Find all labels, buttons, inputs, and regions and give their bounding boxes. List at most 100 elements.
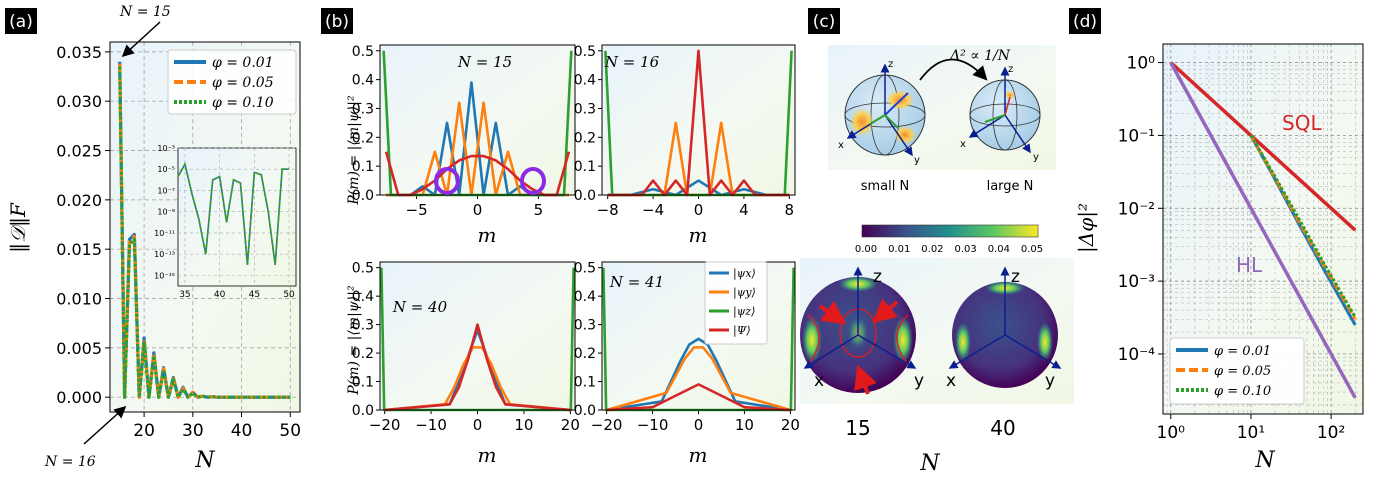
colorbar (861, 224, 1039, 238)
colorbar-tick-label: 0.03 (954, 244, 976, 255)
x-tick-label: 10⁰ (1157, 423, 1186, 443)
y-tick-label: 0.2 (352, 346, 374, 362)
b-series-3 (384, 323, 571, 412)
b-series-0 (607, 179, 790, 197)
sphere-n15-y-axis (857, 334, 917, 369)
y-tick-label: 0.4 (574, 289, 596, 305)
panel-b-y-axis-label-bottom: P(m) = |⟨m|ψ⟩|² (346, 285, 362, 396)
y-tick-label: 10⁰ (1127, 54, 1156, 74)
y-tick-label: 0.015 (56, 240, 102, 259)
subplot-frame (379, 261, 576, 411)
panel-c-x-axis-label: N (919, 451, 940, 476)
panel-d-frame (1162, 43, 1364, 415)
sphere-n40-x-axis (948, 334, 1006, 369)
panel-c-n40-label: 40 (990, 416, 1015, 440)
panel-a-arrow-n16 (83, 405, 127, 445)
wigner-sphere-n15: z x y (800, 266, 924, 395)
panel-d-legend-box (1169, 337, 1305, 405)
x-tick-label: 30 (182, 421, 204, 441)
y-tick-label: 0.000 (56, 388, 102, 407)
inset-x-tick-label: 45 (249, 290, 260, 300)
panel-d-y-axis-label: |Δφ|² (1074, 203, 1099, 253)
panel-b: (b) 0.00.10.20.30.40.5−5 0 5N = 15 0.00.10… (321, 8, 800, 467)
y-tick-label: 0.5 (352, 261, 374, 277)
y-tick-label: 0.2 (574, 346, 596, 362)
inset-y-tick-label: 10⁻¹⁵ (154, 271, 175, 280)
sphere-n40-right-blob (1037, 322, 1053, 362)
x-tick-label: 0 (473, 416, 483, 434)
highlight-circle-right (520, 167, 546, 195)
x-tick-label: −8 (597, 201, 619, 219)
panel-b-x-axis-label-top-left: m (478, 223, 497, 247)
legend-label-phi-001: φ = 0.01 (212, 55, 274, 71)
b-series-3 (606, 383, 791, 412)
series-line-2 (118, 66, 291, 399)
sphere-small-vector-green (869, 114, 886, 125)
y-tick-label: 0.1 (574, 375, 596, 391)
panel-a-inset-y-ticks: 10⁻³ 10⁻⁵ 10⁻⁷ 10⁻⁹ 10⁻¹¹ 10⁻¹³ 10⁻¹⁵ (154, 144, 175, 280)
panel-a-arrow-n15 (121, 21, 161, 58)
d-series-0 (1169, 61, 1357, 232)
x-tick-label: 5 (534, 201, 544, 219)
inset-y-tick-label: 10⁻⁵ (157, 165, 175, 174)
panel-a-label: (a) (9, 12, 33, 32)
panel-b-subplot-n40: 0.0 0.1 0.2 0.3 0.4 0.5 −20 −10 0 10 20 N = 40 (352, 261, 580, 434)
sphere-small-blob-2 (850, 108, 874, 136)
x-tick-label: −4 (642, 201, 664, 219)
subplot-frame (601, 261, 796, 411)
x-tick-label: −10 (415, 416, 447, 434)
y-tick-label: 0.4 (352, 289, 374, 305)
panel-d-label: (d) (1073, 12, 1097, 32)
legend-label-psi-y: |ψy⟩ (733, 286, 756, 300)
legend-label-psi-x: |ψx⟩ (733, 267, 756, 281)
y-tick-label: 10⁻³ (1118, 272, 1155, 292)
y-tick-label: 0.0 (574, 188, 596, 204)
panel-d: (d) 10⁰ 10⁻¹ 10⁻² 10⁻³ 10⁻⁴ 10⁰ 10¹ 10² SQL HL… (1069, 8, 1364, 473)
sphere-large-y-axis (1004, 114, 1031, 154)
inset-series-2 (177, 161, 290, 265)
sphere-small-vector-green-2 (884, 114, 899, 129)
sphere-n15-red-contour-right (896, 314, 909, 366)
inset-x-tick-label: 35 (179, 290, 190, 300)
sphere-small-x-label: x (838, 140, 844, 151)
y-tick-label: 0.010 (56, 290, 102, 309)
bloch-sphere-small-n: z x y (838, 59, 926, 166)
sphere-small-y-label: y (914, 155, 920, 166)
y-tick-label: 0.5 (574, 44, 596, 60)
panel-b-legend: |ψx⟩ |ψy⟩ |ψz⟩ |Ψ⟩ (704, 261, 768, 345)
panel-a-x-axis-label: N (194, 448, 215, 473)
panel-b-x-axis-label-top-right: m (689, 223, 708, 247)
sphere-n40-left-blob (955, 322, 971, 362)
y-tick-label: 0.4 (352, 73, 374, 89)
panel-b-legend-box (704, 261, 768, 345)
subplot-frame (601, 44, 796, 196)
panel-d-hl-label: HL (1236, 253, 1263, 277)
y-tick-label: 0.2 (574, 130, 596, 146)
sphere-n15-red-arrow-right (871, 298, 899, 324)
panel-a-x-ticks: 20 30 40 50 (133, 412, 301, 441)
subplot-title: N = 41 (609, 273, 664, 291)
y-tick-label: 0.5 (574, 261, 596, 277)
d-legend-label-phi-001: φ = 0.01 (1214, 344, 1271, 359)
x-tick-label: 4 (739, 201, 749, 219)
sphere-n15-right-blob (893, 316, 913, 364)
panel-c-label: (c) (813, 12, 836, 32)
y-tick-label: 0.0 (574, 403, 596, 419)
x-tick-label: 20 (781, 416, 800, 434)
inset-y-tick-label: 10⁻⁹ (157, 208, 175, 217)
inset-y-tick-label: 10⁻¹¹ (154, 229, 175, 238)
panel-a-y-axis-label: ‖𝒟‖F (6, 202, 31, 253)
y-tick-label: 0.0 (352, 188, 374, 204)
y-tick-label: 0.3 (574, 101, 596, 117)
subplot-title: N = 16 (604, 53, 660, 71)
panel-c-n15-label: 15 (845, 416, 870, 440)
y-tick-label: 0.1 (352, 159, 374, 175)
sphere-large-vector-red (1004, 96, 1011, 116)
panel-a-label-box (5, 8, 37, 34)
d-legend-label-phi-010: φ = 0.10 (1214, 384, 1271, 399)
panel-a-annotation-n15: N = 15 (119, 4, 171, 20)
x-tick-label: 10 (735, 416, 754, 434)
x-tick-label: −20 (591, 416, 623, 434)
panel-c-small-n-label: small N (861, 179, 909, 194)
y-tick-label: 0.1 (574, 159, 596, 175)
